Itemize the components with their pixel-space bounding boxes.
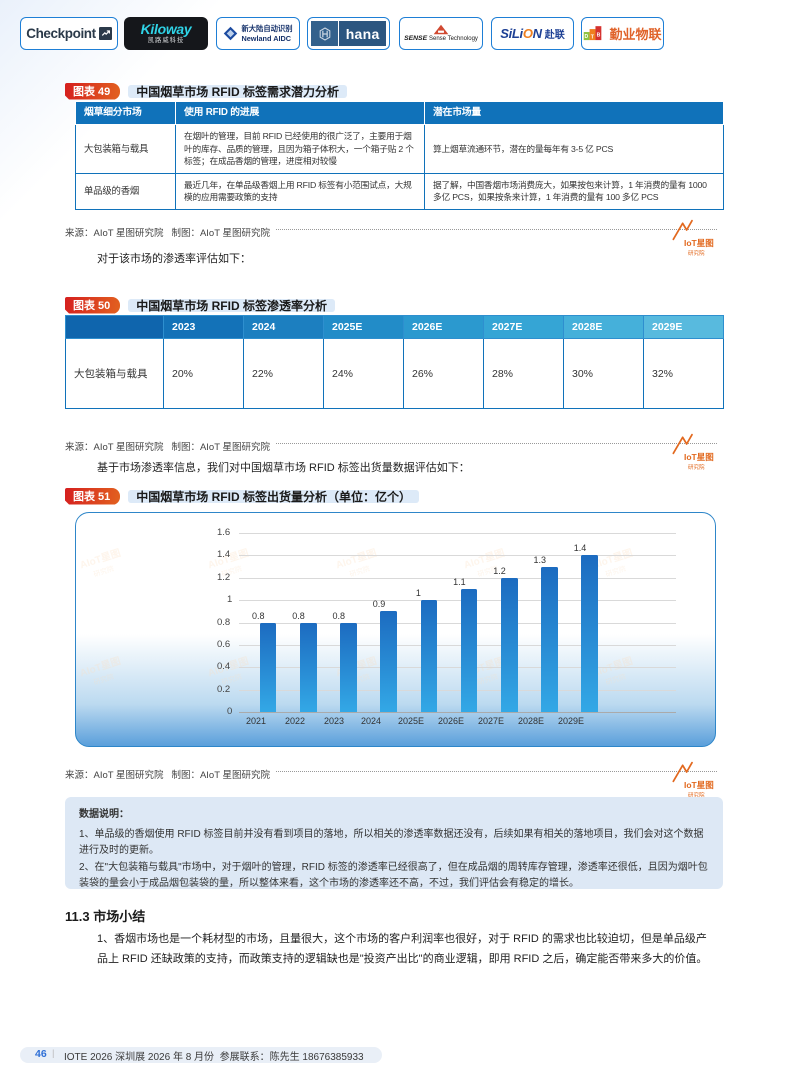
svg-text:D: D <box>585 34 589 40</box>
svg-text:B: B <box>597 32 601 38</box>
